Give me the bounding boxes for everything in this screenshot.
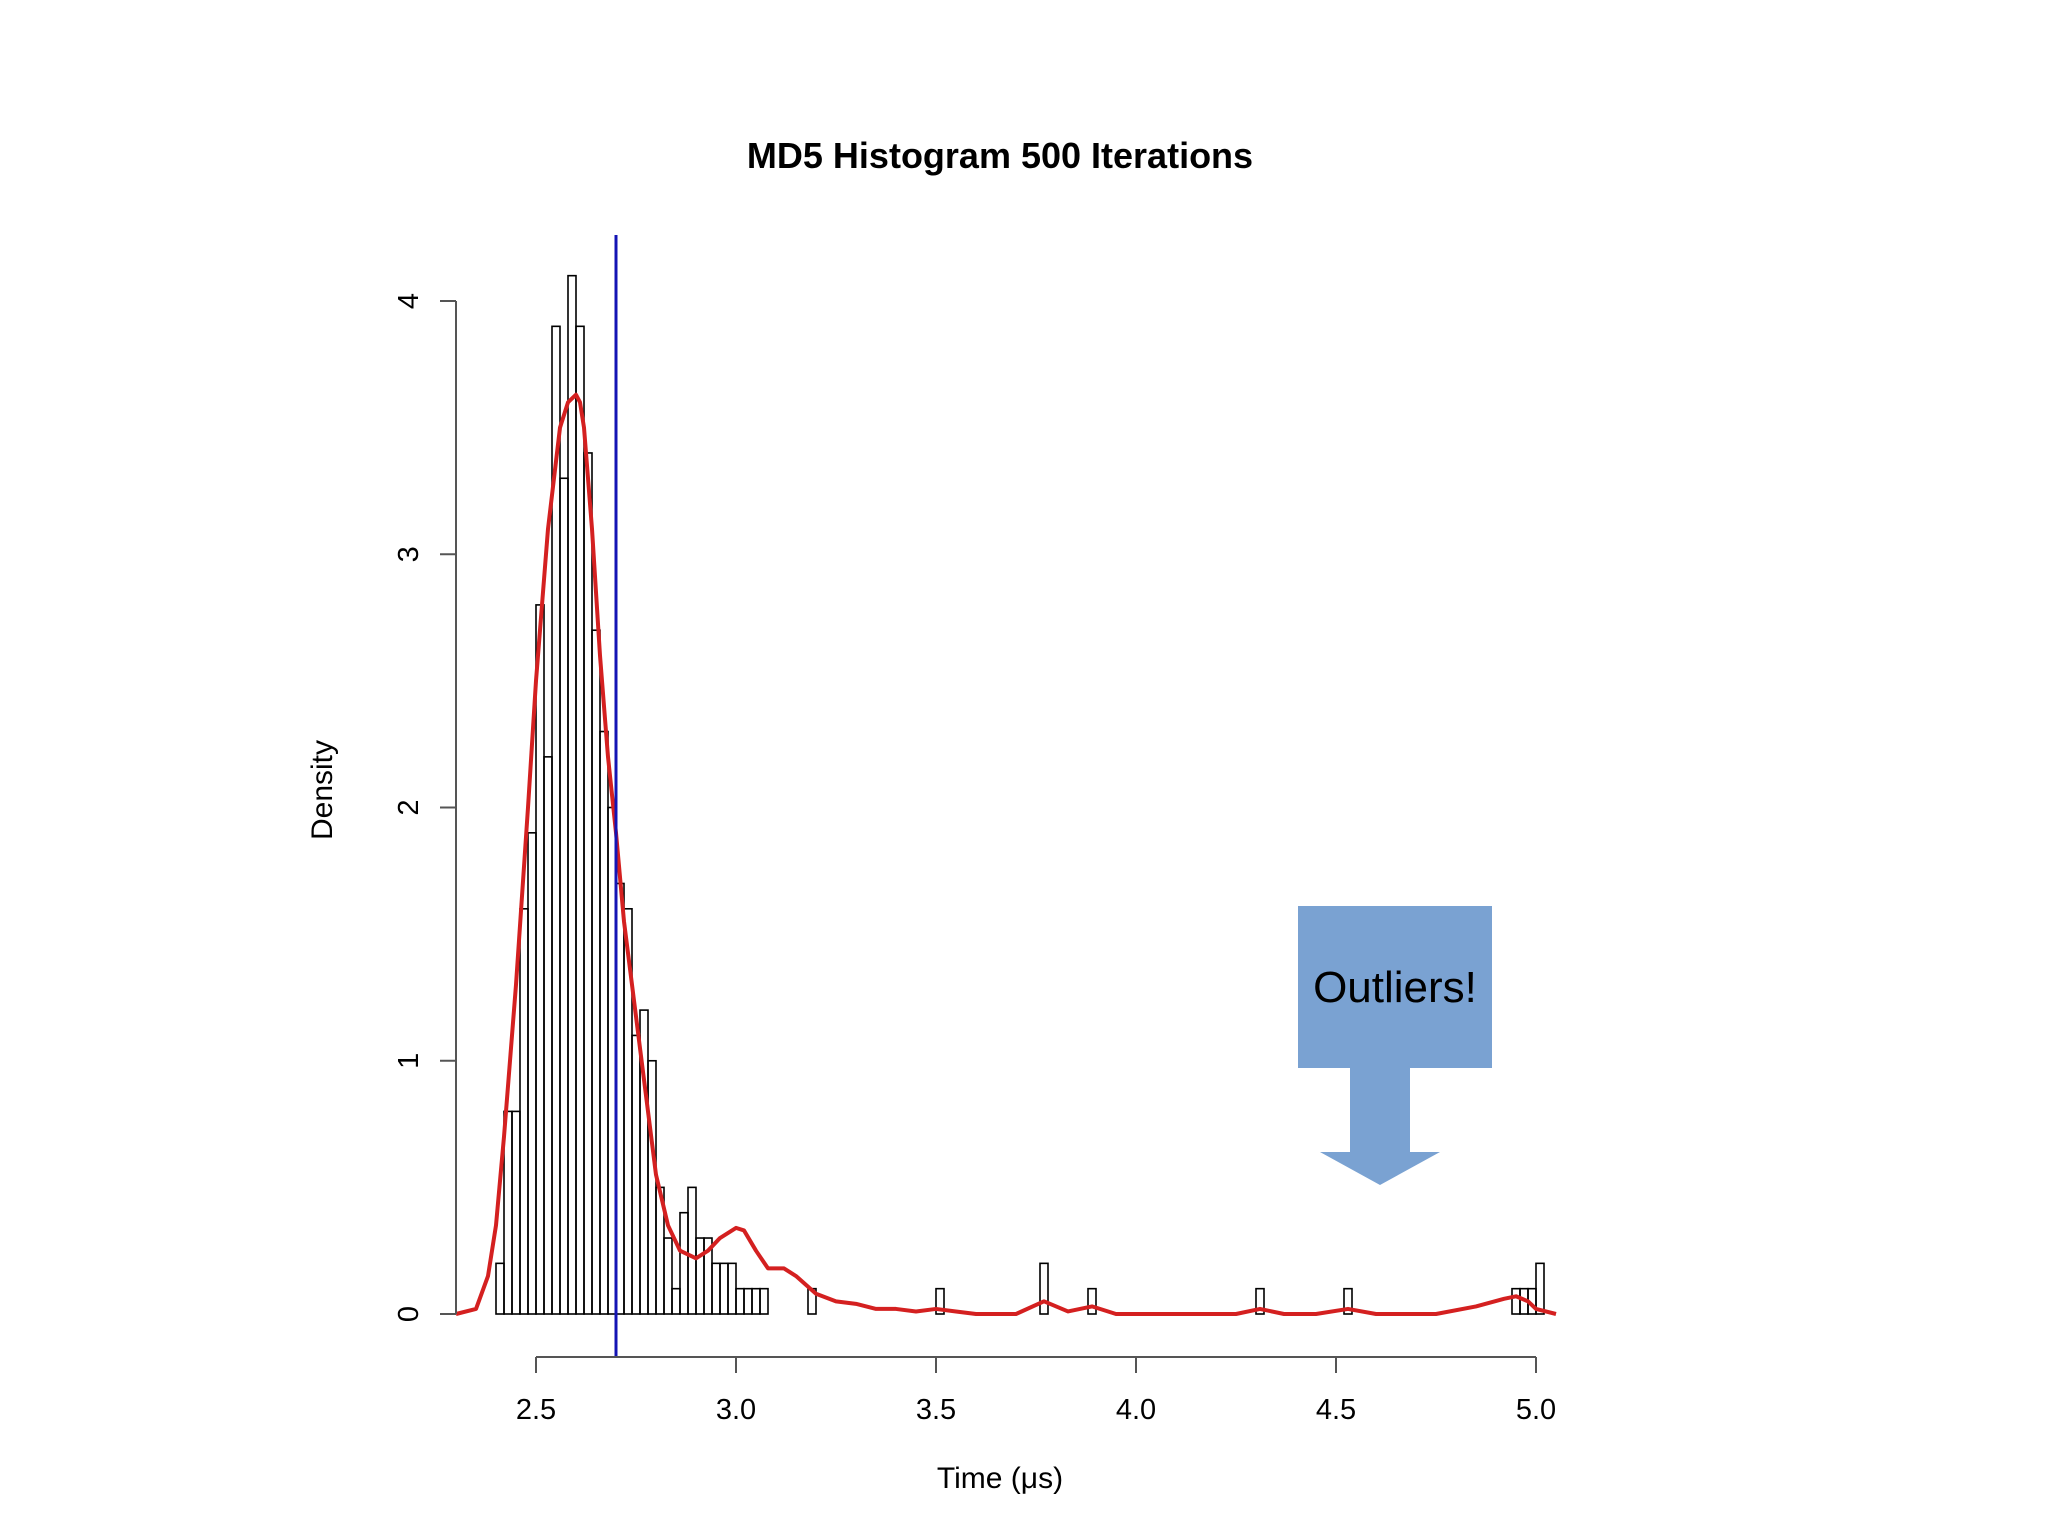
y-tick-label: 0 bbox=[393, 1306, 425, 1322]
histogram-bar bbox=[535, 604, 545, 1315]
x-tick-label: 5.0 bbox=[1516, 1394, 1556, 1426]
y-tick-label: 3 bbox=[393, 546, 425, 562]
histogram-bar bbox=[687, 1186, 697, 1315]
histogram-bar bbox=[647, 1059, 657, 1315]
y-axis: 0 1 2 3 4 bbox=[393, 293, 457, 1322]
histogram-bar bbox=[631, 1034, 641, 1315]
outlier-bar bbox=[1039, 1262, 1049, 1315]
histogram-bar bbox=[735, 1287, 745, 1315]
histogram-bar bbox=[743, 1287, 753, 1315]
histogram-bar bbox=[711, 1262, 721, 1315]
histogram-bar bbox=[511, 1110, 521, 1315]
chart-title: MD5 Histogram 500 Iterations bbox=[747, 135, 1253, 176]
histogram-bar bbox=[671, 1287, 681, 1315]
x-tick-label: 4.0 bbox=[1116, 1394, 1156, 1426]
density-curve bbox=[455, 392, 1557, 1316]
x-axis-label: Time (μs) bbox=[937, 1462, 1063, 1495]
histogram-bar bbox=[519, 907, 529, 1315]
outliers-callout: Outliers! bbox=[1298, 906, 1492, 1185]
x-tick-label: 3.5 bbox=[916, 1394, 956, 1426]
histogram-bar bbox=[495, 1262, 505, 1315]
histogram-bar bbox=[599, 730, 609, 1315]
x-tick-label: 2.5 bbox=[516, 1394, 556, 1426]
histogram-bar bbox=[527, 832, 537, 1315]
histogram-bar bbox=[663, 1237, 673, 1315]
outlier-bar bbox=[1255, 1287, 1265, 1315]
histogram-bar bbox=[695, 1237, 705, 1315]
histogram-bar bbox=[559, 477, 569, 1315]
histogram-bar bbox=[575, 325, 585, 1315]
callout-box bbox=[1298, 906, 1492, 1068]
histogram-bar bbox=[543, 756, 553, 1315]
outlier-bar bbox=[1087, 1287, 1097, 1315]
down-arrow-icon bbox=[1320, 1068, 1440, 1185]
histogram-bar bbox=[727, 1262, 737, 1315]
outlier-bar bbox=[1343, 1287, 1353, 1315]
histogram-bar bbox=[591, 629, 601, 1315]
histogram-bars bbox=[495, 274, 1545, 1315]
x-axis: 2.5 3.0 3.5 4.0 4.5 5.0 bbox=[516, 1356, 1556, 1426]
histogram-bar bbox=[719, 1262, 729, 1315]
outlier-bar bbox=[935, 1287, 945, 1315]
histogram-bar bbox=[567, 274, 577, 1315]
density-layer bbox=[455, 392, 1557, 1316]
y-tick-label: 2 bbox=[393, 799, 425, 815]
callout-label: Outliers! bbox=[1313, 963, 1477, 1012]
histogram-bar bbox=[1535, 1262, 1545, 1315]
histogram-bar bbox=[1511, 1287, 1521, 1315]
y-tick-label: 1 bbox=[393, 1053, 425, 1069]
histogram-bar bbox=[583, 452, 593, 1315]
histogram-bar bbox=[759, 1287, 769, 1315]
y-tick-label: 4 bbox=[393, 293, 425, 309]
histogram-bar bbox=[751, 1287, 761, 1315]
histogram-bar bbox=[679, 1211, 689, 1315]
x-tick-label: 3.0 bbox=[716, 1394, 756, 1426]
x-tick-label: 4.5 bbox=[1316, 1394, 1356, 1426]
y-axis-label: Density bbox=[306, 740, 339, 840]
